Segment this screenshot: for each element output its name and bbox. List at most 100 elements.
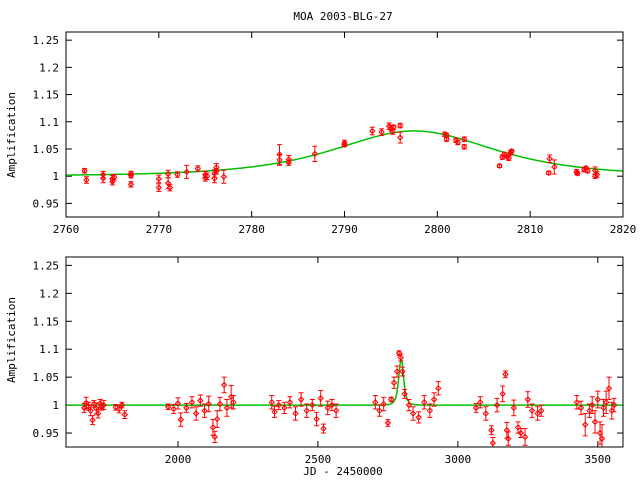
point-marker bbox=[396, 134, 404, 141]
y-tick-label: 1.1 bbox=[39, 116, 59, 129]
data-point bbox=[164, 169, 172, 179]
y-tick-label: 1 bbox=[52, 170, 59, 183]
data-point bbox=[582, 412, 589, 437]
point-marker bbox=[545, 169, 552, 177]
point-marker bbox=[390, 124, 397, 131]
point-marker bbox=[297, 396, 305, 403]
point-marker bbox=[582, 164, 590, 172]
point-marker bbox=[538, 407, 545, 414]
data-point bbox=[502, 370, 509, 379]
data-point bbox=[183, 402, 190, 413]
data-point bbox=[276, 153, 283, 166]
point-marker bbox=[324, 404, 331, 412]
point-marker bbox=[211, 433, 219, 441]
data-point bbox=[309, 399, 316, 412]
data-point bbox=[281, 401, 288, 414]
point-marker bbox=[502, 371, 509, 378]
point-marker bbox=[461, 135, 468, 143]
point-marker bbox=[216, 400, 224, 408]
point-marker bbox=[435, 385, 442, 392]
data-point bbox=[508, 147, 515, 155]
x-tick-label: 2810 bbox=[517, 223, 544, 236]
point-marker bbox=[477, 399, 484, 406]
data-point bbox=[380, 396, 387, 412]
y-tick-label: 0.95 bbox=[33, 197, 60, 210]
point-marker bbox=[508, 147, 515, 155]
chart-title: MOA 2003-BLG-27 bbox=[293, 10, 392, 23]
point-marker bbox=[268, 399, 275, 406]
point-marker bbox=[188, 399, 196, 406]
data-point bbox=[493, 397, 501, 413]
plot-frame bbox=[65, 31, 624, 218]
point-marker bbox=[415, 414, 422, 421]
point-marker bbox=[328, 401, 336, 409]
point-marker bbox=[332, 407, 340, 414]
point-marker bbox=[286, 399, 294, 406]
data-point bbox=[372, 395, 379, 410]
data-point bbox=[213, 410, 221, 428]
data-point bbox=[584, 167, 591, 174]
point-marker bbox=[505, 435, 512, 442]
point-marker bbox=[341, 139, 348, 147]
y-tick-label: 1 bbox=[52, 399, 59, 412]
data-point bbox=[83, 176, 90, 184]
point-marker bbox=[118, 401, 126, 409]
data-point bbox=[332, 403, 340, 418]
data-point bbox=[405, 399, 413, 412]
point-marker bbox=[605, 385, 613, 392]
point-marker bbox=[194, 165, 202, 172]
data-point bbox=[573, 395, 581, 410]
data-point bbox=[164, 403, 172, 411]
data-point bbox=[538, 404, 545, 417]
point-marker bbox=[596, 429, 604, 437]
point-marker bbox=[183, 168, 190, 176]
point-marker bbox=[164, 403, 172, 410]
data-point bbox=[551, 159, 558, 175]
point-marker bbox=[174, 171, 181, 178]
x-tick-label: 2800 bbox=[424, 223, 451, 236]
data-point bbox=[610, 397, 618, 413]
point-marker bbox=[166, 184, 174, 191]
data-point bbox=[213, 168, 220, 175]
data-point bbox=[89, 415, 96, 426]
point-marker bbox=[573, 399, 581, 406]
point-marker bbox=[388, 396, 395, 403]
point-marker bbox=[589, 401, 596, 409]
data-point bbox=[174, 397, 182, 410]
point-marker bbox=[372, 399, 379, 406]
x-tick-label: 2760 bbox=[53, 223, 80, 236]
data-point bbox=[499, 385, 506, 403]
data-point bbox=[328, 399, 336, 412]
data-point bbox=[100, 400, 107, 411]
point-marker bbox=[230, 399, 237, 406]
data-point bbox=[311, 145, 319, 162]
top-panel-zoom: 0.95 1 1.05 1.1 1.15 1.2 1.25 2760 2770 2780 2790 2… bbox=[33, 31, 636, 236]
data-point bbox=[369, 126, 376, 136]
x-tick-label: 2000 bbox=[165, 453, 192, 466]
y-tick-label: 1.25 bbox=[33, 34, 60, 47]
point-marker bbox=[528, 407, 536, 414]
y-tick-label: 1.25 bbox=[33, 259, 60, 272]
data-point bbox=[524, 391, 532, 408]
data-point bbox=[155, 174, 163, 184]
point-marker bbox=[534, 410, 541, 417]
point-marker bbox=[369, 127, 376, 135]
data-point bbox=[589, 396, 596, 414]
data-point bbox=[174, 171, 181, 178]
data-point bbox=[197, 394, 204, 407]
point-marker bbox=[380, 400, 387, 408]
y-tick-label: 1.05 bbox=[33, 371, 60, 384]
data-point bbox=[477, 396, 484, 409]
point-marker bbox=[164, 180, 172, 187]
point-marker bbox=[197, 397, 204, 404]
data-point bbox=[297, 392, 305, 407]
x-tick-label: 2780 bbox=[238, 223, 265, 236]
point-marker bbox=[610, 401, 618, 409]
data-point bbox=[443, 132, 450, 139]
data-point bbox=[602, 390, 610, 414]
point-marker bbox=[313, 415, 320, 423]
data-point bbox=[230, 395, 237, 410]
data-point bbox=[430, 392, 438, 407]
point-marker bbox=[499, 390, 506, 398]
point-marker bbox=[281, 404, 288, 412]
